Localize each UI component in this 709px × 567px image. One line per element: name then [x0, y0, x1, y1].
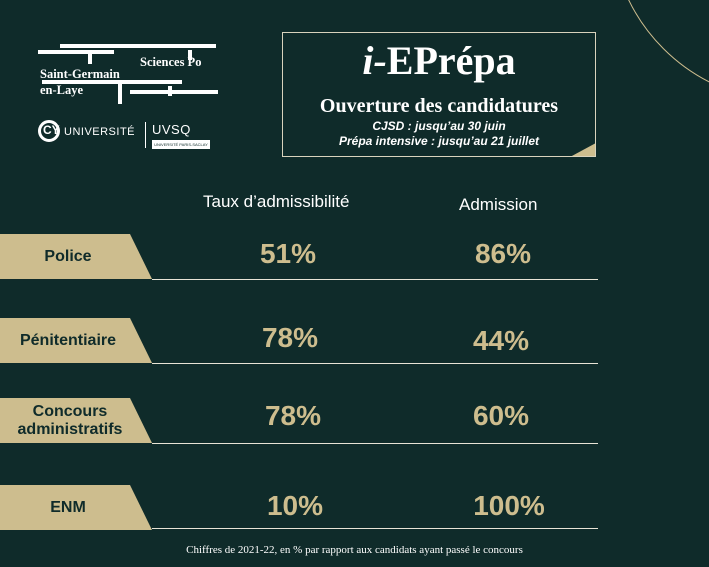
row-divider: [152, 279, 598, 280]
admissibilite-value: 78%: [264, 400, 322, 431]
cy-circle-icon: [38, 120, 60, 142]
admission-value: 44%: [472, 325, 530, 356]
cjsd-deadline: CJSD : jusqu’au 30 juin: [372, 119, 506, 133]
sciences-po-logo: Sciences Po Saint-Germain en-Laye: [38, 42, 218, 106]
row-divider: [152, 528, 598, 529]
uvsq-subtitle: UNIVERSITÉ PARIS-SACLAY: [152, 140, 210, 149]
university-logos: CY UNIVERSITÉ UVSQ UNIVERSITÉ PARIS-SACL…: [38, 118, 213, 154]
row-label: ENM: [50, 498, 86, 516]
admissibilite-value: 51%: [259, 238, 317, 269]
cy-mark: CY: [43, 123, 60, 137]
row-tab-concours-administratifs: Concours administratifs: [0, 398, 152, 443]
program-title: i-EPrépa: [283, 37, 595, 84]
admission-value: 100%: [473, 490, 545, 521]
admission-value: 86%: [474, 238, 532, 269]
footnote: Chiffres de 2021-22, en % par rapport au…: [186, 544, 523, 556]
title-main: EPrépa: [386, 38, 516, 83]
row-divider: [152, 443, 598, 444]
logo-divider: [145, 122, 146, 148]
row-tab-penitentiaire: Pénitentiaire: [0, 318, 152, 363]
cy-universite-text: UNIVERSITÉ: [64, 126, 136, 138]
row-tab-enm: ENM: [0, 485, 152, 530]
row-label: Concours administratifs: [17, 402, 123, 438]
row-tab-police: Police: [0, 234, 152, 279]
info-box: i-EPrépa Ouverture des candidatures CJSD…: [282, 32, 596, 157]
row-label: Pénitentiaire: [19, 331, 117, 349]
info-box-corner: [570, 143, 595, 156]
saint-germain-text: Saint-Germain: [40, 67, 120, 81]
admissibilite-value: 10%: [266, 490, 324, 521]
admission-value: 60%: [472, 400, 530, 431]
admissibilite-value: 78%: [261, 322, 319, 353]
uvsq-text: UVSQ: [152, 122, 191, 137]
prepa-intensive-deadline: Prépa intensive : jusqu’au 21 juillet: [338, 134, 540, 148]
row-label: Police: [44, 247, 92, 265]
column-header-admission: Admission: [459, 195, 538, 214]
sciences-po-text: Sciences Po: [140, 55, 202, 69]
title-prefix: i-: [362, 38, 387, 83]
applications-heading: Ouverture des candidatures: [319, 95, 559, 117]
en-laye-text: en-Laye: [40, 83, 84, 97]
column-header-admissibilite: Taux d’admissibilité: [203, 192, 350, 211]
decorative-arc: [610, 0, 709, 102]
row-divider: [152, 363, 598, 364]
